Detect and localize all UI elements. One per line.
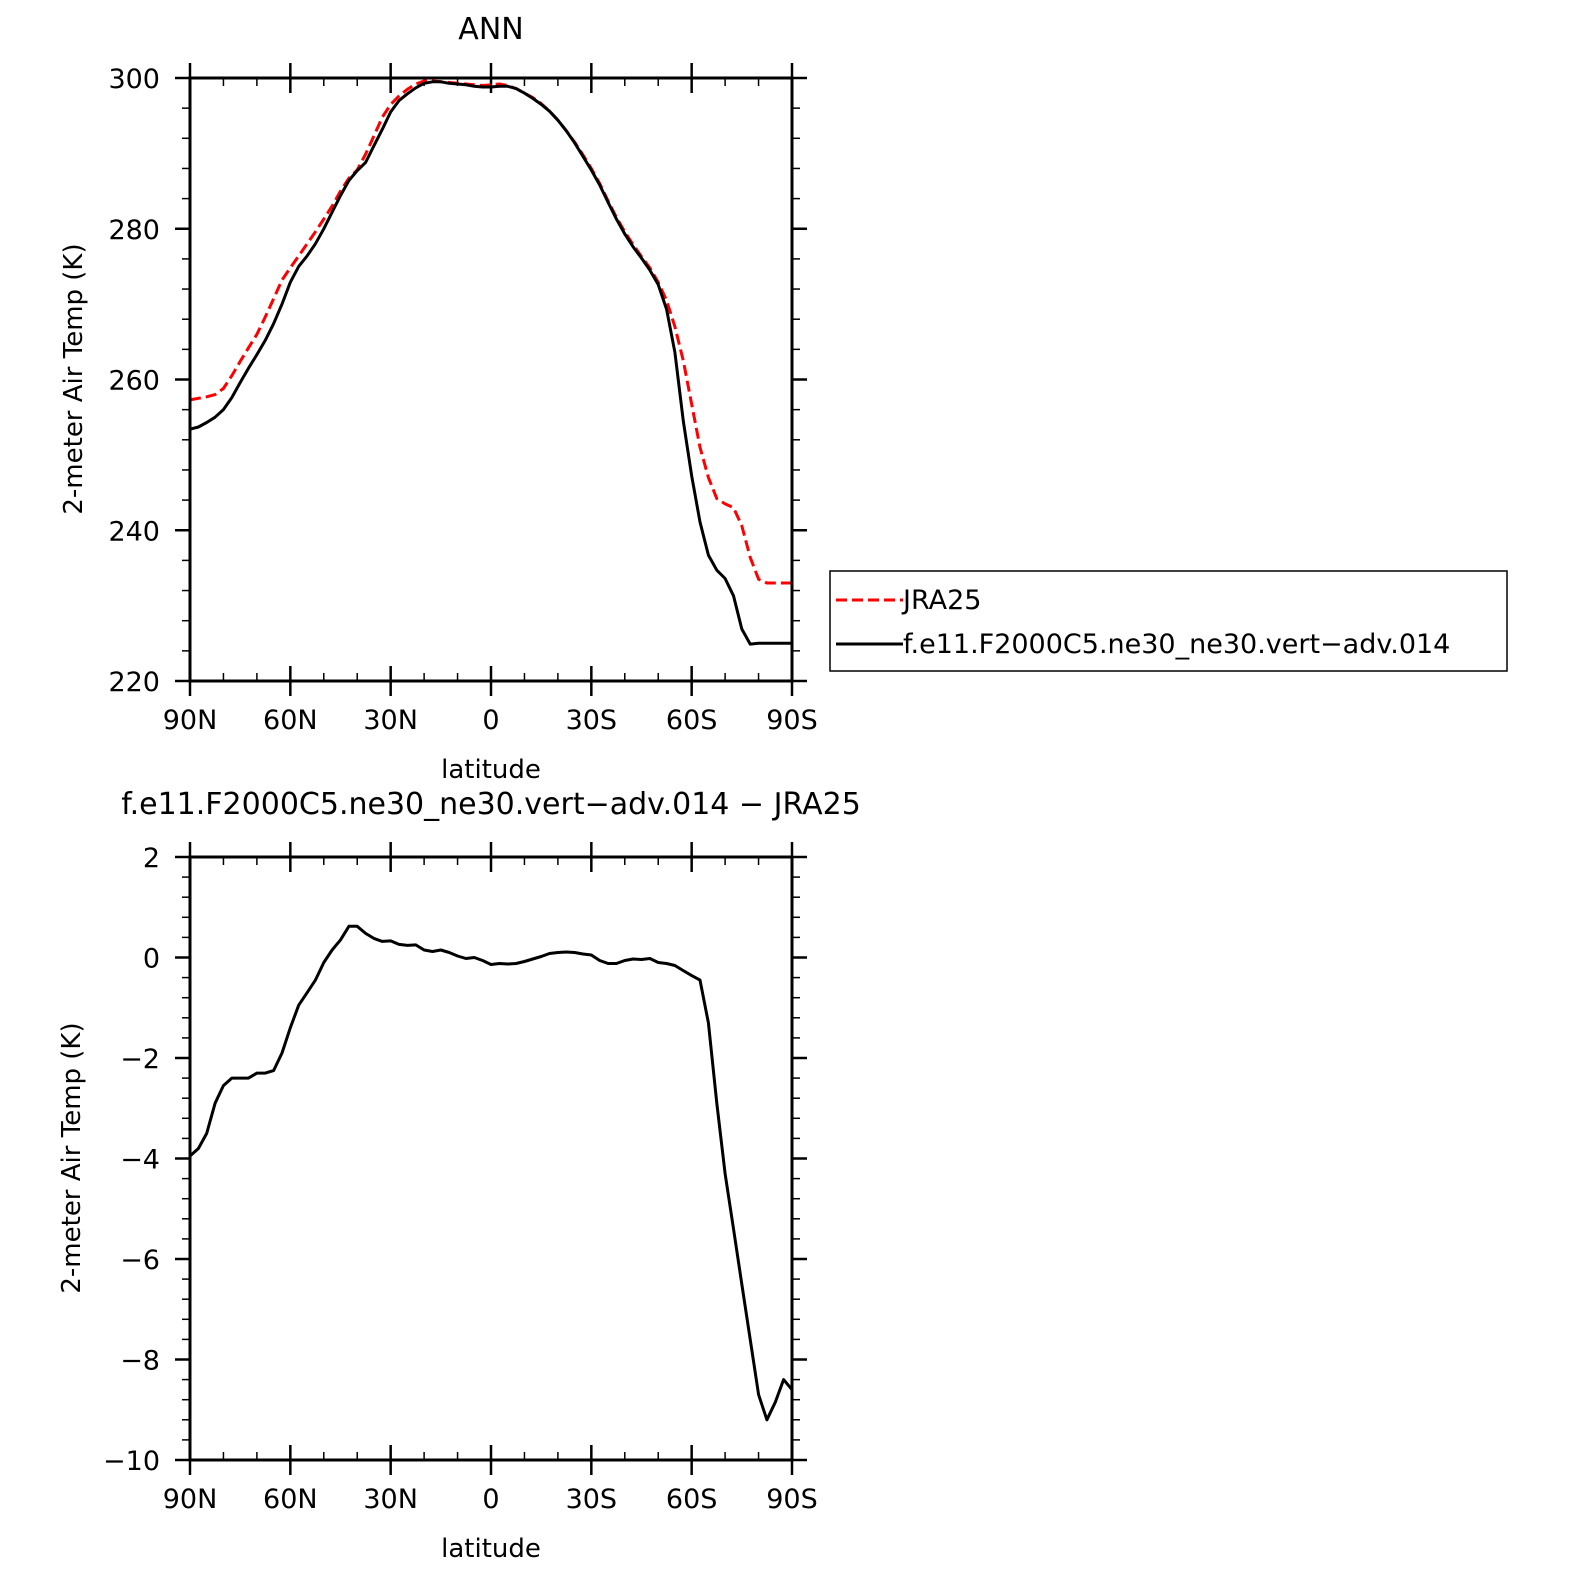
x-tick-label: 60N — [263, 1484, 318, 1515]
x-axis-label: latitude — [441, 1534, 541, 1564]
y-tick-label: 2 — [143, 843, 160, 874]
x-tick-label: 0 — [482, 1484, 499, 1515]
x-tick-label: 60N — [263, 705, 318, 736]
plot-frame — [188, 855, 794, 1462]
data-lines — [189, 924, 794, 1422]
y-tick-labels: −10 −8 −6 −4 −2 0 2 — [103, 843, 160, 1477]
chart-title: f.e11.F2000C5.ne30_ne30.vert−adv.014 − J… — [121, 787, 861, 822]
x-tick-label: 90N — [163, 705, 218, 736]
x-tick-label: 90S — [766, 705, 818, 736]
legend-box — [829, 570, 1508, 672]
x-tick-labels: 90N 60N 30N 0 30S 60S 90S — [163, 705, 818, 736]
data-lines — [189, 79, 792, 646]
series-line-jra25 — [189, 79, 792, 585]
chart-title: ANN — [458, 12, 523, 47]
tick-marks — [175, 842, 807, 1475]
y-tick-labels: 220 240 260 280 300 — [108, 64, 160, 698]
x-tick-label: 60S — [666, 705, 718, 736]
x-tick-label: 90N — [163, 1484, 218, 1515]
tick-marks — [175, 63, 807, 696]
y-tick-label: 220 — [108, 667, 160, 698]
y-tick-label: 260 — [108, 366, 160, 397]
panel-difference: f.e11.F2000C5.ne30_ne30.vert−adv.014 − J… — [57, 787, 861, 1564]
series-line-model — [189, 80, 792, 646]
legend-label-jra25: JRA25 — [901, 585, 981, 616]
y-tick-label: 240 — [108, 516, 160, 547]
x-tick-label: 60S — [666, 1484, 718, 1515]
x-tick-label: 90S — [766, 1484, 818, 1515]
y-tick-label: 0 — [143, 944, 160, 975]
x-tick-label: 30S — [566, 1484, 618, 1515]
y-tick-label: −8 — [120, 1346, 160, 1377]
x-tick-label: 30N — [363, 1484, 418, 1515]
legend: JRA25 f.e11.F2000C5.ne30_ne30.vert−adv.0… — [829, 570, 1508, 672]
y-tick-label: −2 — [120, 1044, 160, 1075]
y-tick-label: 280 — [108, 215, 160, 246]
y-tick-label: −6 — [120, 1245, 160, 1276]
plot-frame — [188, 76, 794, 683]
x-tick-label: 30S — [566, 705, 618, 736]
y-tick-label: 300 — [108, 64, 160, 95]
x-tick-label: 30N — [363, 705, 418, 736]
legend-label-model: f.e11.F2000C5.ne30_ne30.vert−adv.014 — [903, 629, 1450, 660]
x-axis-label: latitude — [441, 755, 541, 785]
y-tick-label: −10 — [103, 1446, 160, 1477]
y-tick-label: −4 — [120, 1145, 160, 1176]
y-axis-label: 2-meter Air Temp (K) — [59, 243, 89, 514]
series-line-model — [189, 924, 794, 1422]
x-tick-labels: 90N 60N 30N 0 30S 60S 90S — [163, 1484, 818, 1515]
x-tick-label: 0 — [482, 705, 499, 736]
y-axis-label: 2-meter Air Temp (K) — [57, 1022, 87, 1293]
